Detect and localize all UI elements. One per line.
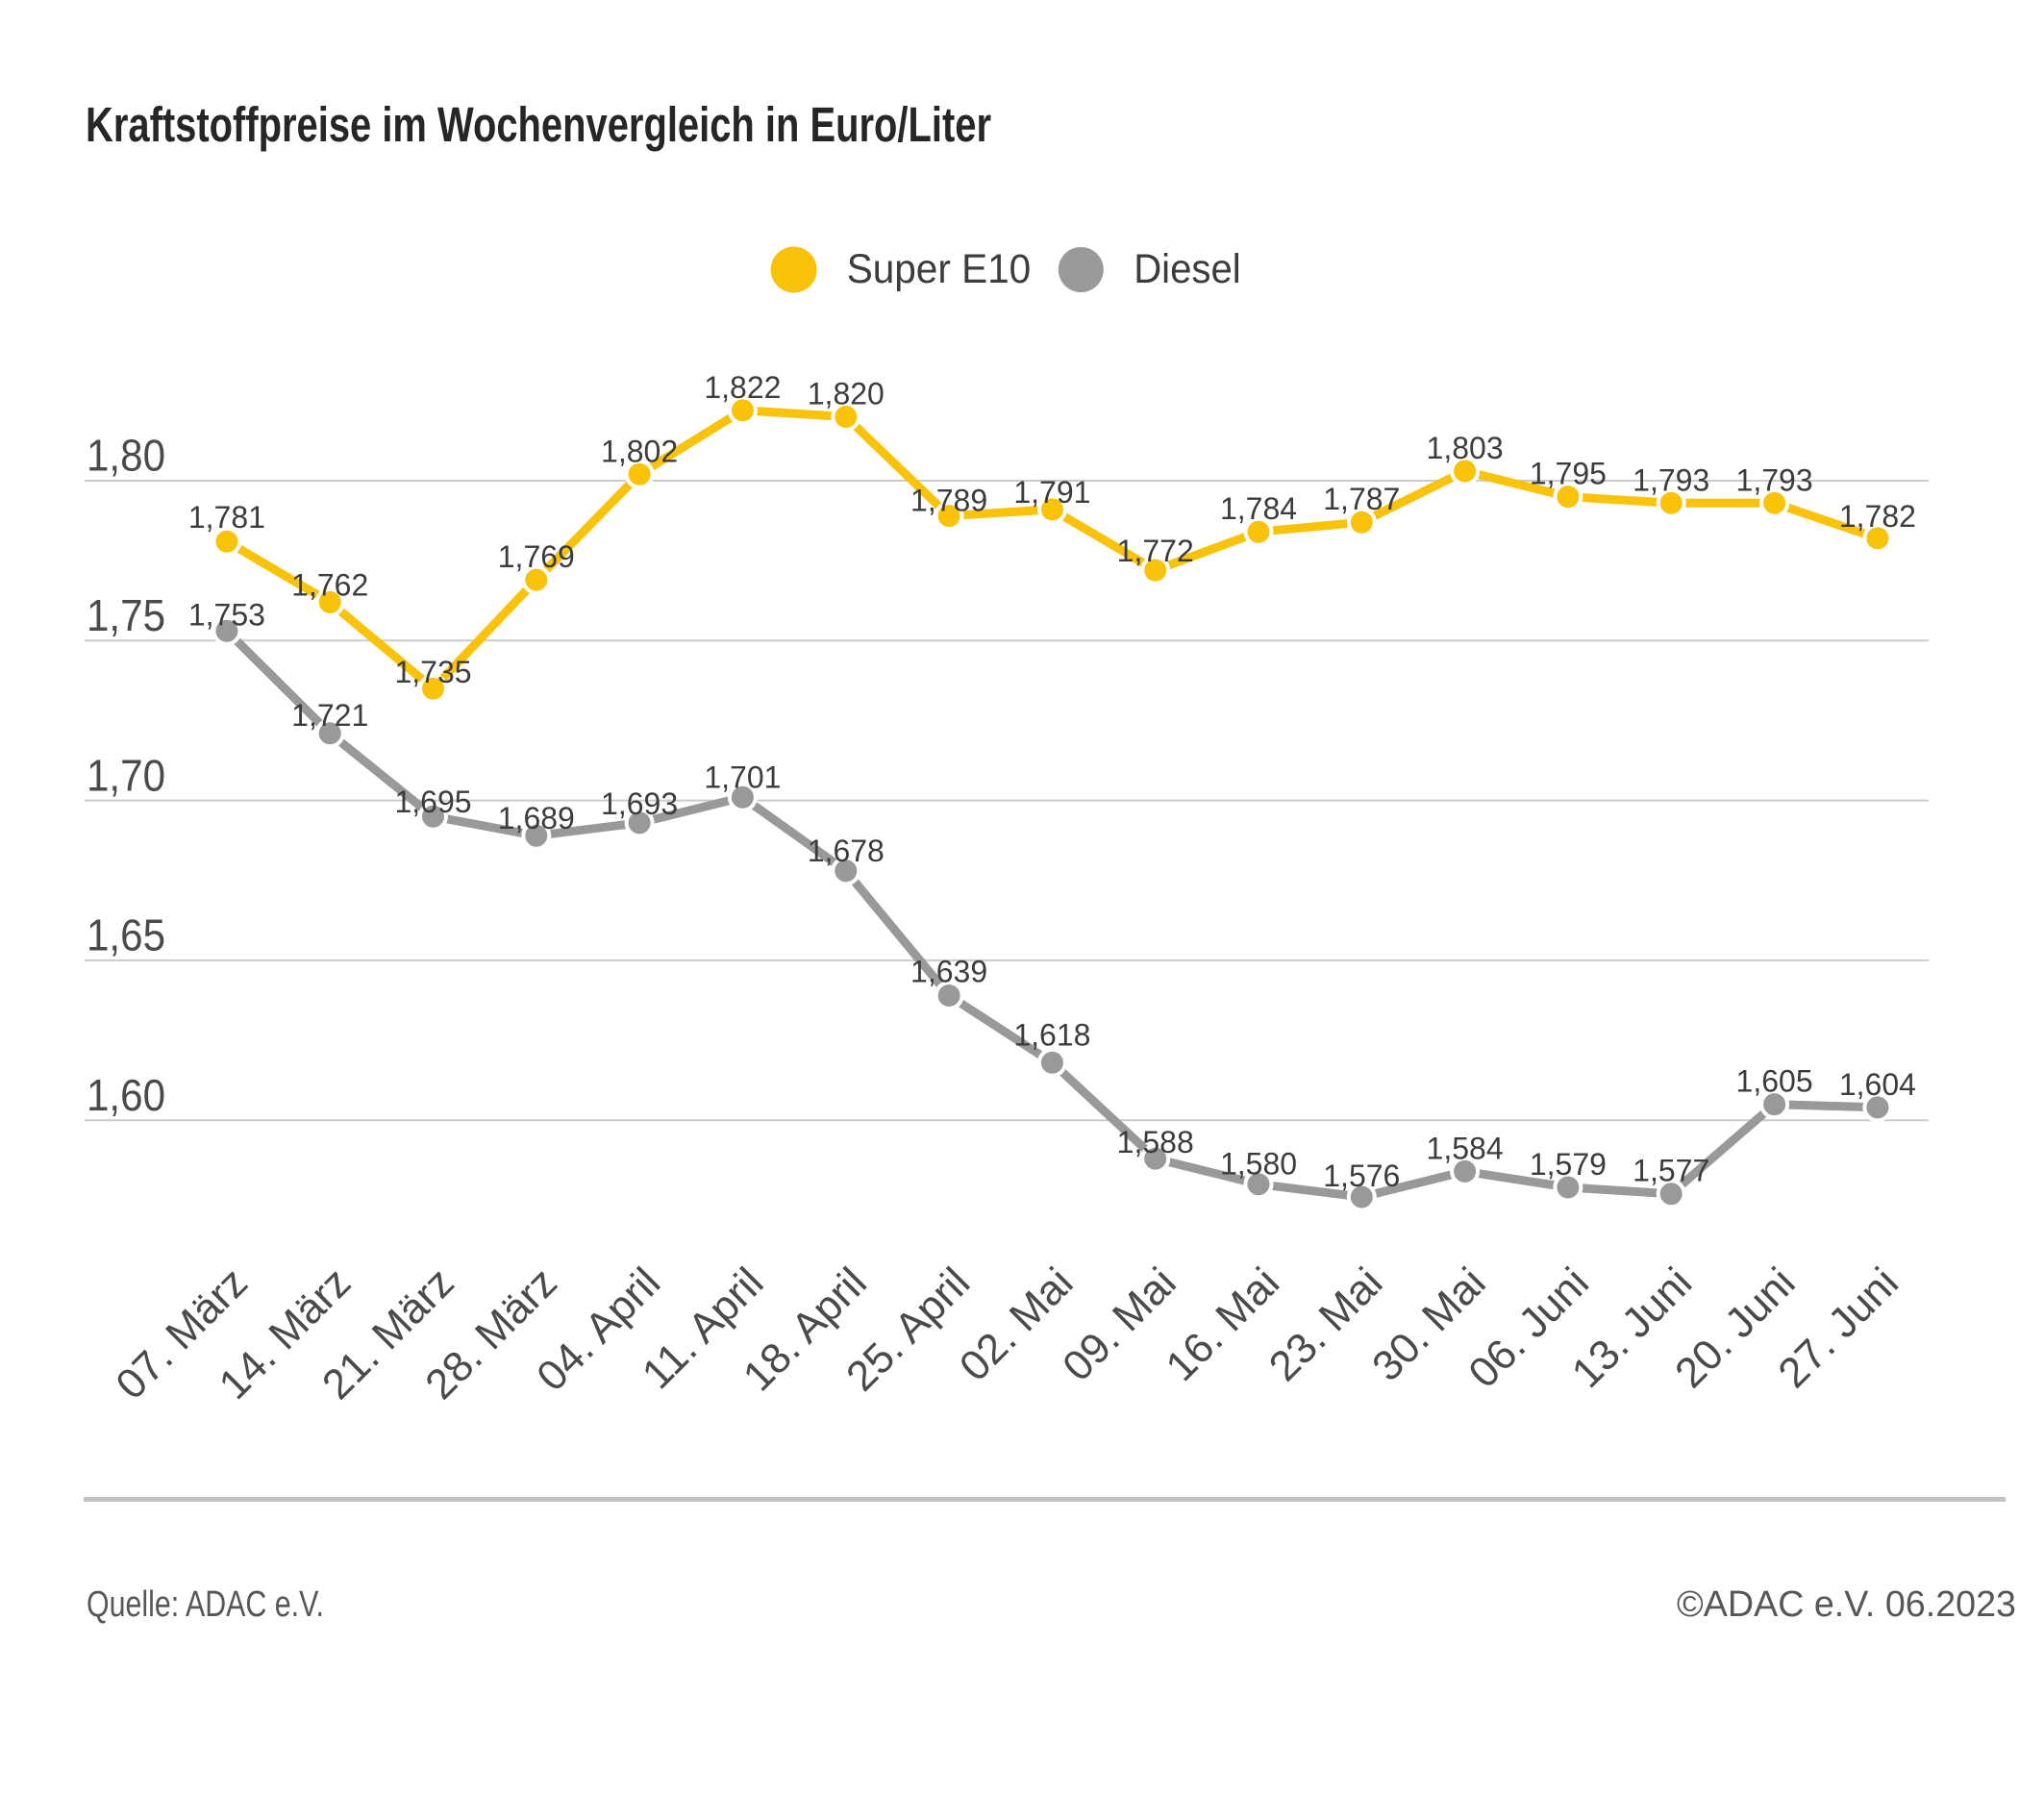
svg-text:1,735: 1,735 [394, 655, 471, 689]
svg-text:1,772: 1,772 [1117, 534, 1194, 568]
svg-text:1,795: 1,795 [1530, 457, 1607, 491]
svg-text:1,604: 1,604 [1839, 1067, 1916, 1102]
svg-text:1,769: 1,769 [498, 539, 575, 574]
svg-text:1,693: 1,693 [601, 786, 678, 821]
svg-text:1,782: 1,782 [1839, 499, 1916, 534]
svg-text:1,753: 1,753 [188, 597, 265, 632]
svg-text:Diesel: Diesel [1134, 246, 1241, 292]
svg-text:1,678: 1,678 [808, 834, 885, 868]
svg-text:1,579: 1,579 [1530, 1147, 1607, 1182]
svg-text:1,618: 1,618 [1013, 1017, 1090, 1052]
svg-text:1,65: 1,65 [87, 910, 165, 960]
svg-text:1,701: 1,701 [704, 760, 781, 794]
svg-text:1,60: 1,60 [87, 1070, 165, 1120]
svg-text:1,793: 1,793 [1633, 462, 1709, 497]
svg-text:1,605: 1,605 [1736, 1064, 1813, 1099]
svg-text:©ADAC e.V. 06.2023: ©ADAC e.V. 06.2023 [1677, 1584, 2016, 1625]
svg-text:1,787: 1,787 [1323, 482, 1400, 516]
svg-text:Quelle: ADAC e.V.: Quelle: ADAC e.V. [87, 1584, 324, 1625]
svg-text:1,793: 1,793 [1736, 462, 1813, 497]
svg-text:1,784: 1,784 [1220, 491, 1297, 526]
svg-text:1,576: 1,576 [1323, 1159, 1400, 1193]
svg-text:1,580: 1,580 [1220, 1147, 1297, 1182]
svg-text:1,80: 1,80 [87, 431, 165, 481]
svg-text:1,803: 1,803 [1427, 431, 1504, 465]
svg-text:Super E10: Super E10 [847, 246, 1031, 292]
svg-text:1,721: 1,721 [291, 698, 368, 733]
svg-text:1,822: 1,822 [704, 370, 781, 405]
svg-text:Kraftstoffpreise im Wochenverg: Kraftstoffpreise im Wochenvergleich in E… [86, 97, 991, 152]
svg-text:1,789: 1,789 [910, 484, 987, 518]
svg-text:1,791: 1,791 [1013, 475, 1090, 510]
svg-text:1,577: 1,577 [1633, 1154, 1709, 1188]
svg-text:1,781: 1,781 [188, 500, 265, 535]
svg-text:1,588: 1,588 [1117, 1125, 1194, 1159]
svg-text:1,639: 1,639 [910, 955, 987, 989]
svg-text:1,689: 1,689 [498, 801, 575, 835]
svg-text:1,802: 1,802 [601, 434, 678, 468]
svg-text:1,75: 1,75 [87, 590, 165, 640]
svg-text:1,762: 1,762 [291, 567, 368, 602]
svg-text:1,695: 1,695 [394, 785, 471, 819]
svg-text:1,820: 1,820 [808, 377, 885, 411]
svg-text:1,70: 1,70 [87, 750, 165, 800]
svg-text:1,584: 1,584 [1427, 1131, 1504, 1165]
